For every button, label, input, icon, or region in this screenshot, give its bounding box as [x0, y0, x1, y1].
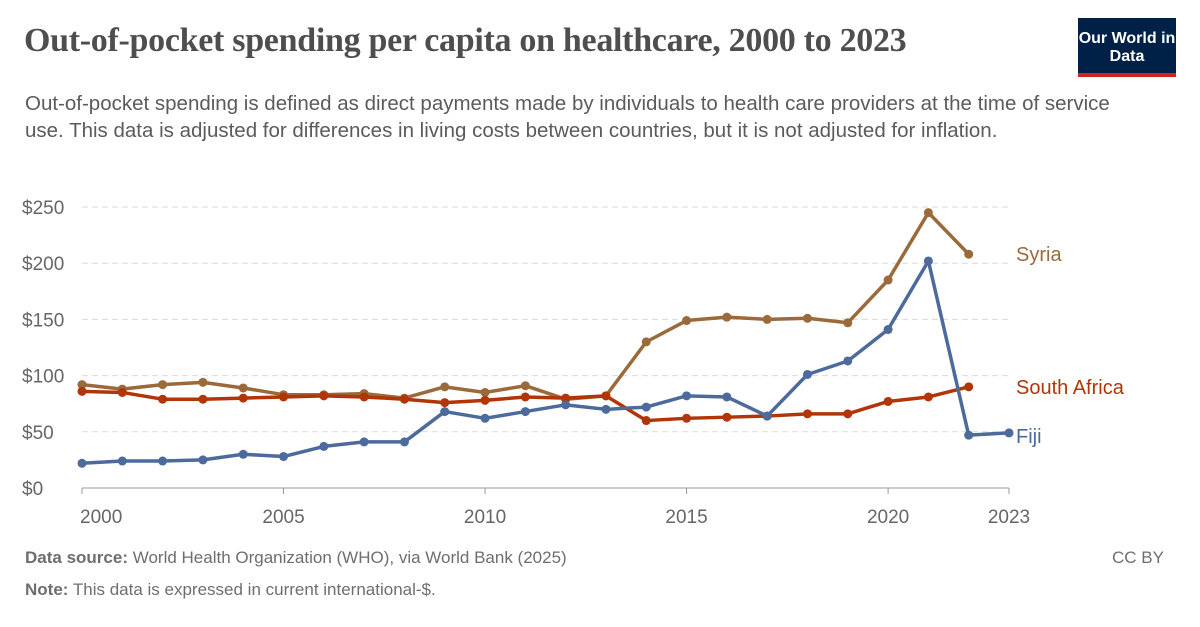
data-point [520, 381, 530, 391]
data-point [117, 387, 127, 397]
data-point [77, 458, 87, 468]
data-point [77, 386, 87, 396]
data-point [722, 412, 732, 422]
y-tick-label: $0 [22, 479, 43, 500]
data-point [883, 396, 893, 406]
data-point [480, 413, 490, 423]
data-point [279, 452, 289, 462]
data-point [399, 394, 409, 404]
data-point [520, 392, 530, 402]
source-text[interactable]: World Health Organization (WHO), via Wor… [132, 548, 567, 567]
data-point [964, 249, 974, 259]
series-line-syria [81, 210, 970, 401]
data-point [923, 208, 933, 218]
data-point [923, 392, 933, 402]
data-point [238, 449, 248, 459]
data-point [964, 430, 974, 440]
data-source: Data source: World Health Organization (… [25, 548, 567, 568]
source-label: Data source: [25, 548, 128, 567]
x-tick-label: 2023 [988, 507, 1030, 528]
owid-logo[interactable]: Our World in Data [1078, 18, 1176, 77]
data-point [682, 391, 692, 401]
data-point [158, 380, 168, 390]
data-point [1004, 428, 1014, 438]
data-point [198, 455, 208, 465]
data-point [641, 337, 651, 347]
data-point [198, 377, 208, 387]
data-point [117, 456, 127, 466]
y-tick-label: $250 [22, 198, 64, 219]
data-point [480, 387, 490, 397]
data-point [641, 416, 651, 426]
data-point [843, 318, 853, 328]
data-point [843, 356, 853, 366]
data-point [762, 411, 772, 421]
license[interactable]: CC BY [1112, 548, 1164, 567]
data-point [722, 392, 732, 402]
x-tick-label: 2000 [80, 507, 122, 528]
series-label: Syria [1016, 244, 1062, 266]
data-point [641, 402, 651, 412]
chart-title: Out-of-pocket spending per capita on hea… [24, 22, 907, 59]
data-point [399, 437, 409, 447]
data-point [359, 437, 369, 447]
data-point [359, 392, 369, 402]
data-point [440, 382, 450, 392]
data-point [561, 393, 571, 403]
x-tick-label: 2010 [464, 507, 506, 528]
data-point [883, 325, 893, 335]
data-point [964, 382, 974, 392]
data-point [561, 400, 571, 410]
data-point [923, 256, 933, 266]
y-tick-label: $50 [22, 423, 54, 444]
data-point [319, 391, 329, 401]
data-point [158, 394, 168, 404]
data-point [319, 441, 329, 451]
y-tick-label: $100 [22, 367, 64, 388]
data-point [802, 313, 812, 323]
series-line-fiji [81, 259, 1010, 466]
data-point [802, 409, 812, 419]
data-point [883, 275, 893, 285]
x-tick-label: 2005 [262, 507, 304, 528]
data-point [601, 404, 611, 414]
data-point [440, 407, 450, 417]
data-point [480, 395, 490, 405]
chart-subtitle: Out-of-pocket spending is defined as dir… [25, 92, 1110, 142]
data-point [158, 456, 168, 466]
data-point [77, 380, 87, 390]
data-point [682, 316, 692, 326]
data-point [843, 409, 853, 419]
data-point [520, 407, 530, 417]
data-point [238, 383, 248, 393]
note-label: Note: [25, 580, 69, 599]
y-tick-label: $150 [22, 310, 64, 331]
note-text: This data is expressed in current intern… [72, 580, 436, 599]
data-point [722, 312, 732, 322]
line-chart: $0 $50 $100 $150 $200 $250 2000 2005 2010 2015 202… [22, 198, 1125, 528]
data-point [198, 394, 208, 404]
data-point [682, 413, 692, 423]
series-label: South Africa [1016, 377, 1125, 399]
y-tick-label: $200 [22, 254, 64, 275]
data-point [601, 391, 611, 401]
data-point [238, 393, 248, 403]
x-tick-label: 2020 [867, 507, 909, 528]
data-point [762, 314, 772, 324]
data-point [802, 369, 812, 379]
data-point [279, 392, 289, 402]
x-tick-label: 2015 [665, 507, 707, 528]
series-label: Fiji [1016, 426, 1042, 448]
data-point [440, 398, 450, 408]
note: Note: This data is expressed in current … [25, 580, 436, 600]
